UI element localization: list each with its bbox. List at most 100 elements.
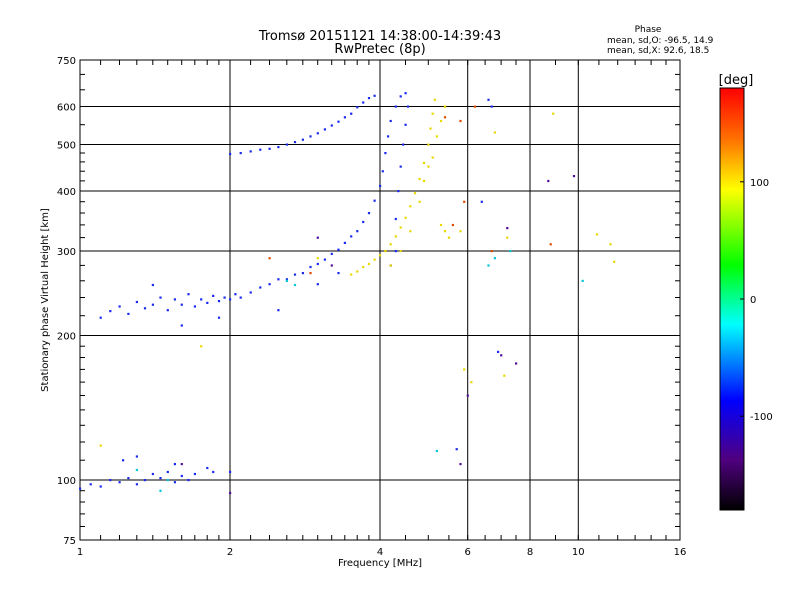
data-point [285, 143, 288, 146]
data-point [429, 127, 432, 130]
data-point [135, 468, 138, 472]
y-tick-label: 100 [57, 476, 76, 487]
colorbar-tick-label: -100 [750, 412, 773, 423]
data-point [259, 148, 262, 151]
data-point [406, 105, 410, 108]
data-point [404, 123, 407, 126]
data-point [379, 184, 382, 188]
data-point [394, 250, 397, 253]
data-point [127, 477, 130, 480]
data-point [506, 236, 509, 239]
data-point [500, 354, 503, 357]
data-point [249, 150, 252, 153]
chart-title-line2: RwPretec (8p) [334, 42, 425, 57]
data-point [301, 138, 304, 141]
data-point [581, 279, 584, 282]
data-point [503, 374, 506, 377]
data-point [173, 463, 176, 466]
data-point [362, 220, 365, 224]
data-point [330, 252, 333, 255]
data-point [323, 258, 326, 261]
data-point [180, 303, 183, 306]
data-point [435, 449, 438, 453]
data-point [413, 192, 417, 195]
data-point [206, 466, 209, 470]
data-point [223, 296, 226, 299]
data-point [439, 223, 443, 227]
data-point [316, 236, 319, 239]
data-point [387, 135, 390, 138]
data-point [193, 305, 196, 308]
data-point [433, 98, 436, 101]
data-point [470, 381, 473, 384]
x-axis-title: Frequency [MHz] [338, 558, 422, 569]
data-point [455, 448, 458, 451]
data-point [229, 470, 232, 474]
data-point [309, 135, 312, 138]
data-point [487, 98, 490, 101]
data-point [362, 101, 365, 104]
data-point [180, 463, 183, 466]
data-point [490, 250, 493, 253]
data-point [394, 235, 397, 238]
data-point [229, 298, 232, 301]
data-point [473, 105, 476, 108]
data-point [367, 262, 371, 266]
data-point [330, 264, 333, 267]
data-point [118, 481, 121, 484]
chart-title-line1: Tromsø 20151121 14:38:00-14:39:43 [258, 29, 501, 44]
data-point [337, 272, 340, 275]
data-point [316, 262, 319, 266]
data-point [229, 152, 232, 156]
data-point [99, 316, 102, 319]
phase-stats-o-mode: mean, sd,O: -96.5, 14.9 [607, 36, 714, 46]
data-point [427, 165, 430, 168]
data-point [143, 479, 147, 482]
data-point [343, 116, 346, 119]
data-point [285, 278, 288, 281]
data-point [99, 444, 102, 447]
y-tick-label: 750 [57, 56, 76, 67]
data-point [402, 143, 405, 146]
data-point [316, 132, 319, 135]
data-point [79, 487, 82, 490]
data-point [595, 233, 599, 236]
data-point [159, 489, 162, 492]
data-point [515, 362, 518, 365]
data-point [159, 296, 162, 299]
data-point [151, 303, 154, 306]
data-point [118, 305, 121, 308]
data-point [200, 298, 203, 301]
data-point [166, 309, 169, 312]
data-point [151, 472, 154, 476]
data-point [439, 119, 443, 123]
data-point [109, 479, 112, 482]
y-tick-label: 300 [57, 247, 76, 258]
data-point [463, 368, 466, 371]
data-point [549, 243, 552, 246]
x-tick-label: 6 [465, 547, 471, 558]
data-point [268, 257, 271, 260]
data-point [552, 112, 555, 115]
data-point [399, 250, 402, 253]
data-point [350, 273, 353, 276]
data-point [427, 143, 430, 146]
data-point [422, 179, 426, 183]
data-point [493, 131, 496, 134]
data-point [239, 152, 242, 155]
data-point [572, 175, 576, 178]
data-point [234, 293, 237, 296]
data-point [135, 300, 138, 304]
data-point [135, 455, 138, 458]
data-points [79, 92, 616, 495]
data-point [459, 230, 462, 233]
data-point [293, 283, 297, 287]
data-point [394, 105, 397, 108]
data-point [443, 105, 447, 108]
data-point [497, 350, 500, 353]
colorbar-ticks: 100 0 -100 [740, 178, 773, 423]
data-point [200, 345, 203, 348]
data-point [463, 200, 466, 203]
data-point [122, 459, 125, 462]
